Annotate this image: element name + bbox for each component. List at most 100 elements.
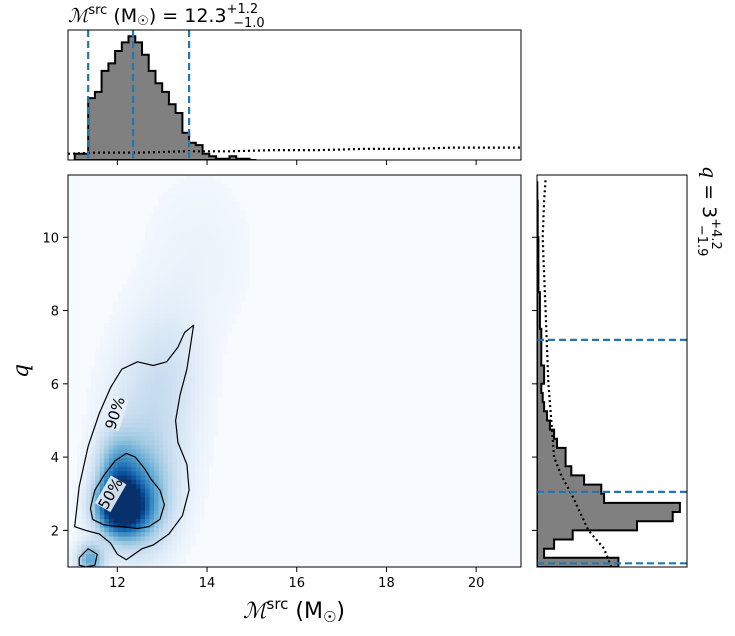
density-cell [113, 357, 119, 363]
density-cell [181, 353, 187, 359]
density-cell [181, 301, 187, 307]
density-cell [176, 201, 182, 207]
density-cell [135, 501, 142, 507]
density-cell [131, 410, 137, 416]
density-cell [176, 527, 182, 533]
density-cell [176, 240, 182, 246]
density-cell [190, 462, 196, 468]
density-cell [86, 405, 92, 411]
density-cell [167, 318, 173, 324]
density-cell [131, 484, 137, 490]
density-cell [108, 327, 114, 333]
density-cell [149, 327, 155, 333]
density-cell [181, 471, 187, 477]
density-cell [185, 323, 191, 329]
density-cell [117, 449, 123, 455]
density-cell [194, 488, 200, 494]
density-cell [81, 475, 87, 481]
density-cell [86, 501, 92, 507]
density-cell [172, 288, 178, 294]
density-cell [81, 558, 87, 564]
density-cell [140, 462, 146, 468]
density-cell [226, 249, 232, 254]
density-cell [208, 353, 214, 359]
density-cell [158, 388, 164, 394]
density-cell [90, 506, 96, 511]
density-cell [212, 235, 219, 241]
density-cell [72, 484, 78, 490]
density-cell [167, 497, 173, 503]
density-cell [190, 353, 196, 359]
density-cell [154, 501, 160, 507]
density-cell [226, 288, 232, 294]
density-cell [145, 253, 151, 259]
density-cell [203, 353, 210, 359]
density-cell [199, 192, 205, 198]
density-cell [226, 305, 232, 311]
density-cell [135, 506, 142, 511]
density-cell [154, 279, 160, 285]
density-cell [176, 292, 182, 298]
density-cell [172, 545, 178, 551]
density-cell [99, 549, 105, 555]
density-cell [190, 357, 196, 363]
density-cell [185, 266, 191, 272]
density-cell [99, 562, 105, 567]
density-cell [140, 275, 146, 281]
density-cell [235, 270, 241, 276]
density-cell [154, 466, 160, 472]
density-cell [95, 506, 101, 511]
density-cell [108, 336, 114, 342]
density-cell [154, 506, 160, 511]
density-cell [135, 371, 142, 376]
density-cell [190, 222, 196, 228]
density-cell [158, 523, 164, 529]
density-cell [199, 301, 205, 307]
density-cell [154, 275, 160, 281]
density-cell [194, 283, 200, 289]
density-cell [185, 449, 191, 455]
density-cell [158, 540, 164, 546]
density-cell [199, 379, 205, 385]
density-cell [190, 375, 196, 381]
density-cell [172, 436, 178, 442]
density-cell [77, 453, 83, 459]
density-cell [222, 310, 228, 315]
density-cell [126, 462, 133, 468]
density-cell [176, 445, 182, 450]
density-cell [190, 514, 196, 520]
density-cell [131, 327, 137, 333]
density-cell [131, 466, 137, 472]
density-cell [194, 353, 200, 359]
density-cell [126, 388, 133, 394]
density-cell [167, 292, 173, 298]
density-cell [199, 283, 205, 289]
density-cell [99, 540, 105, 546]
density-cell [108, 558, 114, 564]
density-cell [149, 366, 155, 372]
density-cell [194, 431, 200, 437]
density-cell [145, 353, 151, 359]
density-cell [240, 296, 246, 302]
density-cell [149, 249, 155, 254]
density-cell [176, 431, 182, 437]
density-cell [203, 249, 210, 254]
density-cell [212, 401, 219, 407]
density-cell [185, 240, 191, 246]
density-cell [217, 379, 223, 385]
density-cell [99, 384, 105, 390]
density-cell [113, 453, 119, 459]
density-cell [158, 227, 164, 233]
density-cell [208, 449, 214, 455]
density-cell [190, 471, 196, 477]
density-cell [108, 392, 114, 398]
density-cell [235, 222, 241, 228]
density-cell [181, 449, 187, 455]
density-cell [154, 418, 160, 424]
density-cell [185, 371, 191, 376]
density-cell [108, 458, 114, 464]
density-cell [181, 545, 187, 551]
density-cell [167, 492, 173, 498]
density-cell [149, 253, 155, 259]
density-cell [194, 366, 200, 372]
